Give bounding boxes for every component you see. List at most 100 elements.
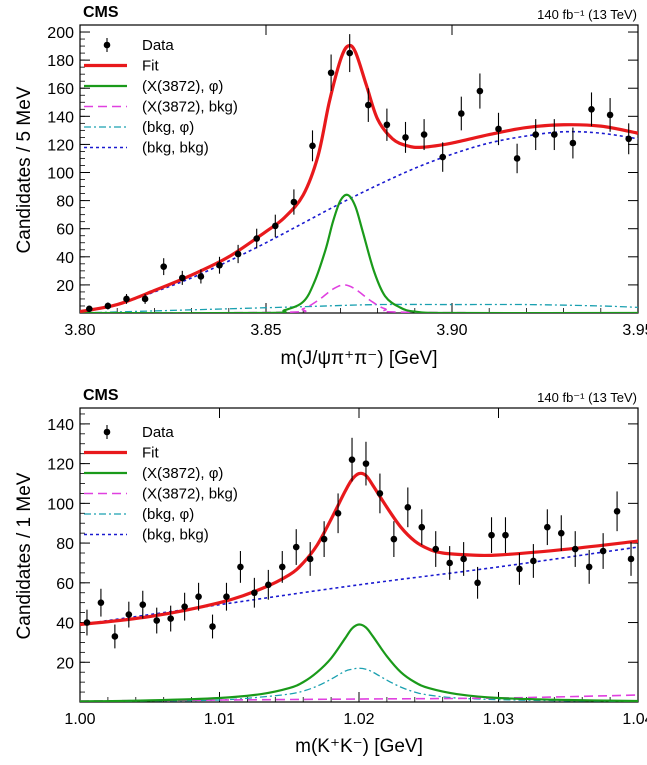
bottom-legend-label: (bkg, φ) <box>142 506 194 523</box>
bottom-y-tick-label: 100 <box>47 496 74 513</box>
bottom-data-point <box>167 615 174 622</box>
bottom-data-point <box>278 563 286 571</box>
top-data-point <box>160 263 167 270</box>
bottom-data-point <box>488 531 495 539</box>
top-data-point <box>606 111 614 119</box>
bottom-x-tick-label: 1.02 <box>343 711 374 728</box>
top-data-point <box>420 131 428 138</box>
top-x-tick-label: 3.90 <box>436 322 467 339</box>
top-legend-label: Data <box>142 37 174 54</box>
top-data-point <box>123 295 130 303</box>
bottom-data-point <box>627 555 635 563</box>
bottom-data-point <box>83 619 91 626</box>
bottom-data-point <box>376 490 384 497</box>
top-data-point <box>588 105 595 113</box>
bottom-data-point <box>139 601 147 608</box>
bottom-data-point <box>181 603 188 610</box>
bottom-data-point <box>432 545 440 553</box>
bottom-data-point <box>404 504 412 511</box>
top-data-point <box>216 261 223 269</box>
bottom-curve-bkg-phi <box>80 667 638 702</box>
bottom-y-tick-label: 40 <box>56 616 74 633</box>
top-y-tick-label: 20 <box>56 278 74 295</box>
top-data-point <box>179 274 186 282</box>
bottom-data-point <box>251 589 258 597</box>
bottom-legend-label: (X(3872), φ) <box>142 465 223 482</box>
top-y-tick-label: 200 <box>47 25 74 42</box>
top-data-point <box>383 121 391 129</box>
bottom-curve-bkg-bkg <box>80 546 638 626</box>
top-legend-label: (X(3872), bkg) <box>142 99 238 116</box>
top-lumi-label: 140 fb⁻¹ (13 TeV) <box>537 7 637 22</box>
bottom-curve-x-phi <box>80 623 638 702</box>
top-curve-bkg-phi <box>80 303 638 313</box>
top-data-point <box>86 305 93 313</box>
bottom-y-tick-label: 80 <box>56 536 74 553</box>
top-y-tick-label: 140 <box>47 109 74 126</box>
top-x-tick-label: 3.80 <box>64 322 95 339</box>
bottom-data-point <box>223 593 230 601</box>
top-x-tick-label: 3.85 <box>250 322 281 339</box>
bottom-data-point <box>474 579 481 587</box>
bottom-y-tick-label: 120 <box>47 457 74 474</box>
top-plot-frame <box>79 24 639 314</box>
top-y-tick-label: 120 <box>47 137 74 154</box>
top-data-point <box>104 302 112 310</box>
top-data-point <box>476 87 484 95</box>
bottom-x-axis-label: m(K⁺K⁻) [GeV] <box>295 736 423 757</box>
top-data-point <box>439 153 447 161</box>
top-data-point <box>141 295 149 303</box>
top-y-axis-label: Candidates / 5 MeV <box>14 86 35 253</box>
bottom-data-point <box>153 617 161 624</box>
bottom-data-point <box>516 565 523 573</box>
top-legend-label: (bkg, bkg) <box>142 140 209 157</box>
top-data-point <box>272 222 279 230</box>
bottom-legend-label: (X(3872), bkg) <box>142 486 238 503</box>
top-data-point <box>309 142 316 150</box>
bottom-legend-label: Data <box>142 424 174 441</box>
top-legend-label: (bkg, φ) <box>142 119 194 136</box>
top-legend-label: Fit <box>142 58 159 75</box>
bottom-x-tick-label: 1.04 <box>622 711 647 728</box>
bottom-data-point <box>237 563 244 571</box>
top-data-point <box>551 131 558 138</box>
bottom-data-point <box>97 599 105 606</box>
top-y-tick-label: 60 <box>56 222 74 239</box>
bottom-data-point <box>571 545 579 553</box>
bottom-plot-frame <box>79 407 639 703</box>
bottom-data-point <box>446 559 453 567</box>
top-y-tick-label: 160 <box>47 81 74 98</box>
bottom-data-point <box>209 623 216 630</box>
top-data-point <box>365 101 372 109</box>
bottom-data-point <box>557 529 565 537</box>
top-experiment-label: CMS <box>83 4 119 21</box>
bottom-data-point <box>334 509 342 517</box>
top-y-tick-label: 180 <box>47 53 74 70</box>
bottom-data-point <box>530 557 537 565</box>
bottom-data-point <box>320 535 328 543</box>
bottom-x-tick-label: 1.00 <box>64 711 95 728</box>
bottom-data-point <box>111 633 119 640</box>
top-legend-data-marker <box>103 41 111 49</box>
top-data-point <box>495 125 502 133</box>
bottom-y-tick-label: 140 <box>47 417 74 434</box>
bottom-data-point <box>292 543 300 551</box>
bottom-x-tick-label: 1.03 <box>483 711 514 728</box>
bottom-data-point <box>390 535 398 543</box>
top-data-point <box>458 110 465 117</box>
bottom-curve-fit <box>80 471 638 627</box>
bottom-legend-data-marker <box>103 428 111 436</box>
top-data-point <box>402 134 409 141</box>
top-data-point <box>234 250 242 258</box>
bottom-data-point <box>585 563 593 571</box>
bottom-data-point <box>125 611 133 618</box>
top-legend-label: (X(3872), φ) <box>142 78 223 95</box>
top-x-tick-label: 3.95 <box>622 322 647 339</box>
top-y-tick-label: 80 <box>56 194 74 211</box>
top-curve-x-phi <box>80 193 638 313</box>
top-y-tick-label: 100 <box>47 166 74 183</box>
bottom-x-tick-label: 1.01 <box>204 711 235 728</box>
top-data-point <box>253 235 260 242</box>
top-data-point <box>290 198 298 206</box>
